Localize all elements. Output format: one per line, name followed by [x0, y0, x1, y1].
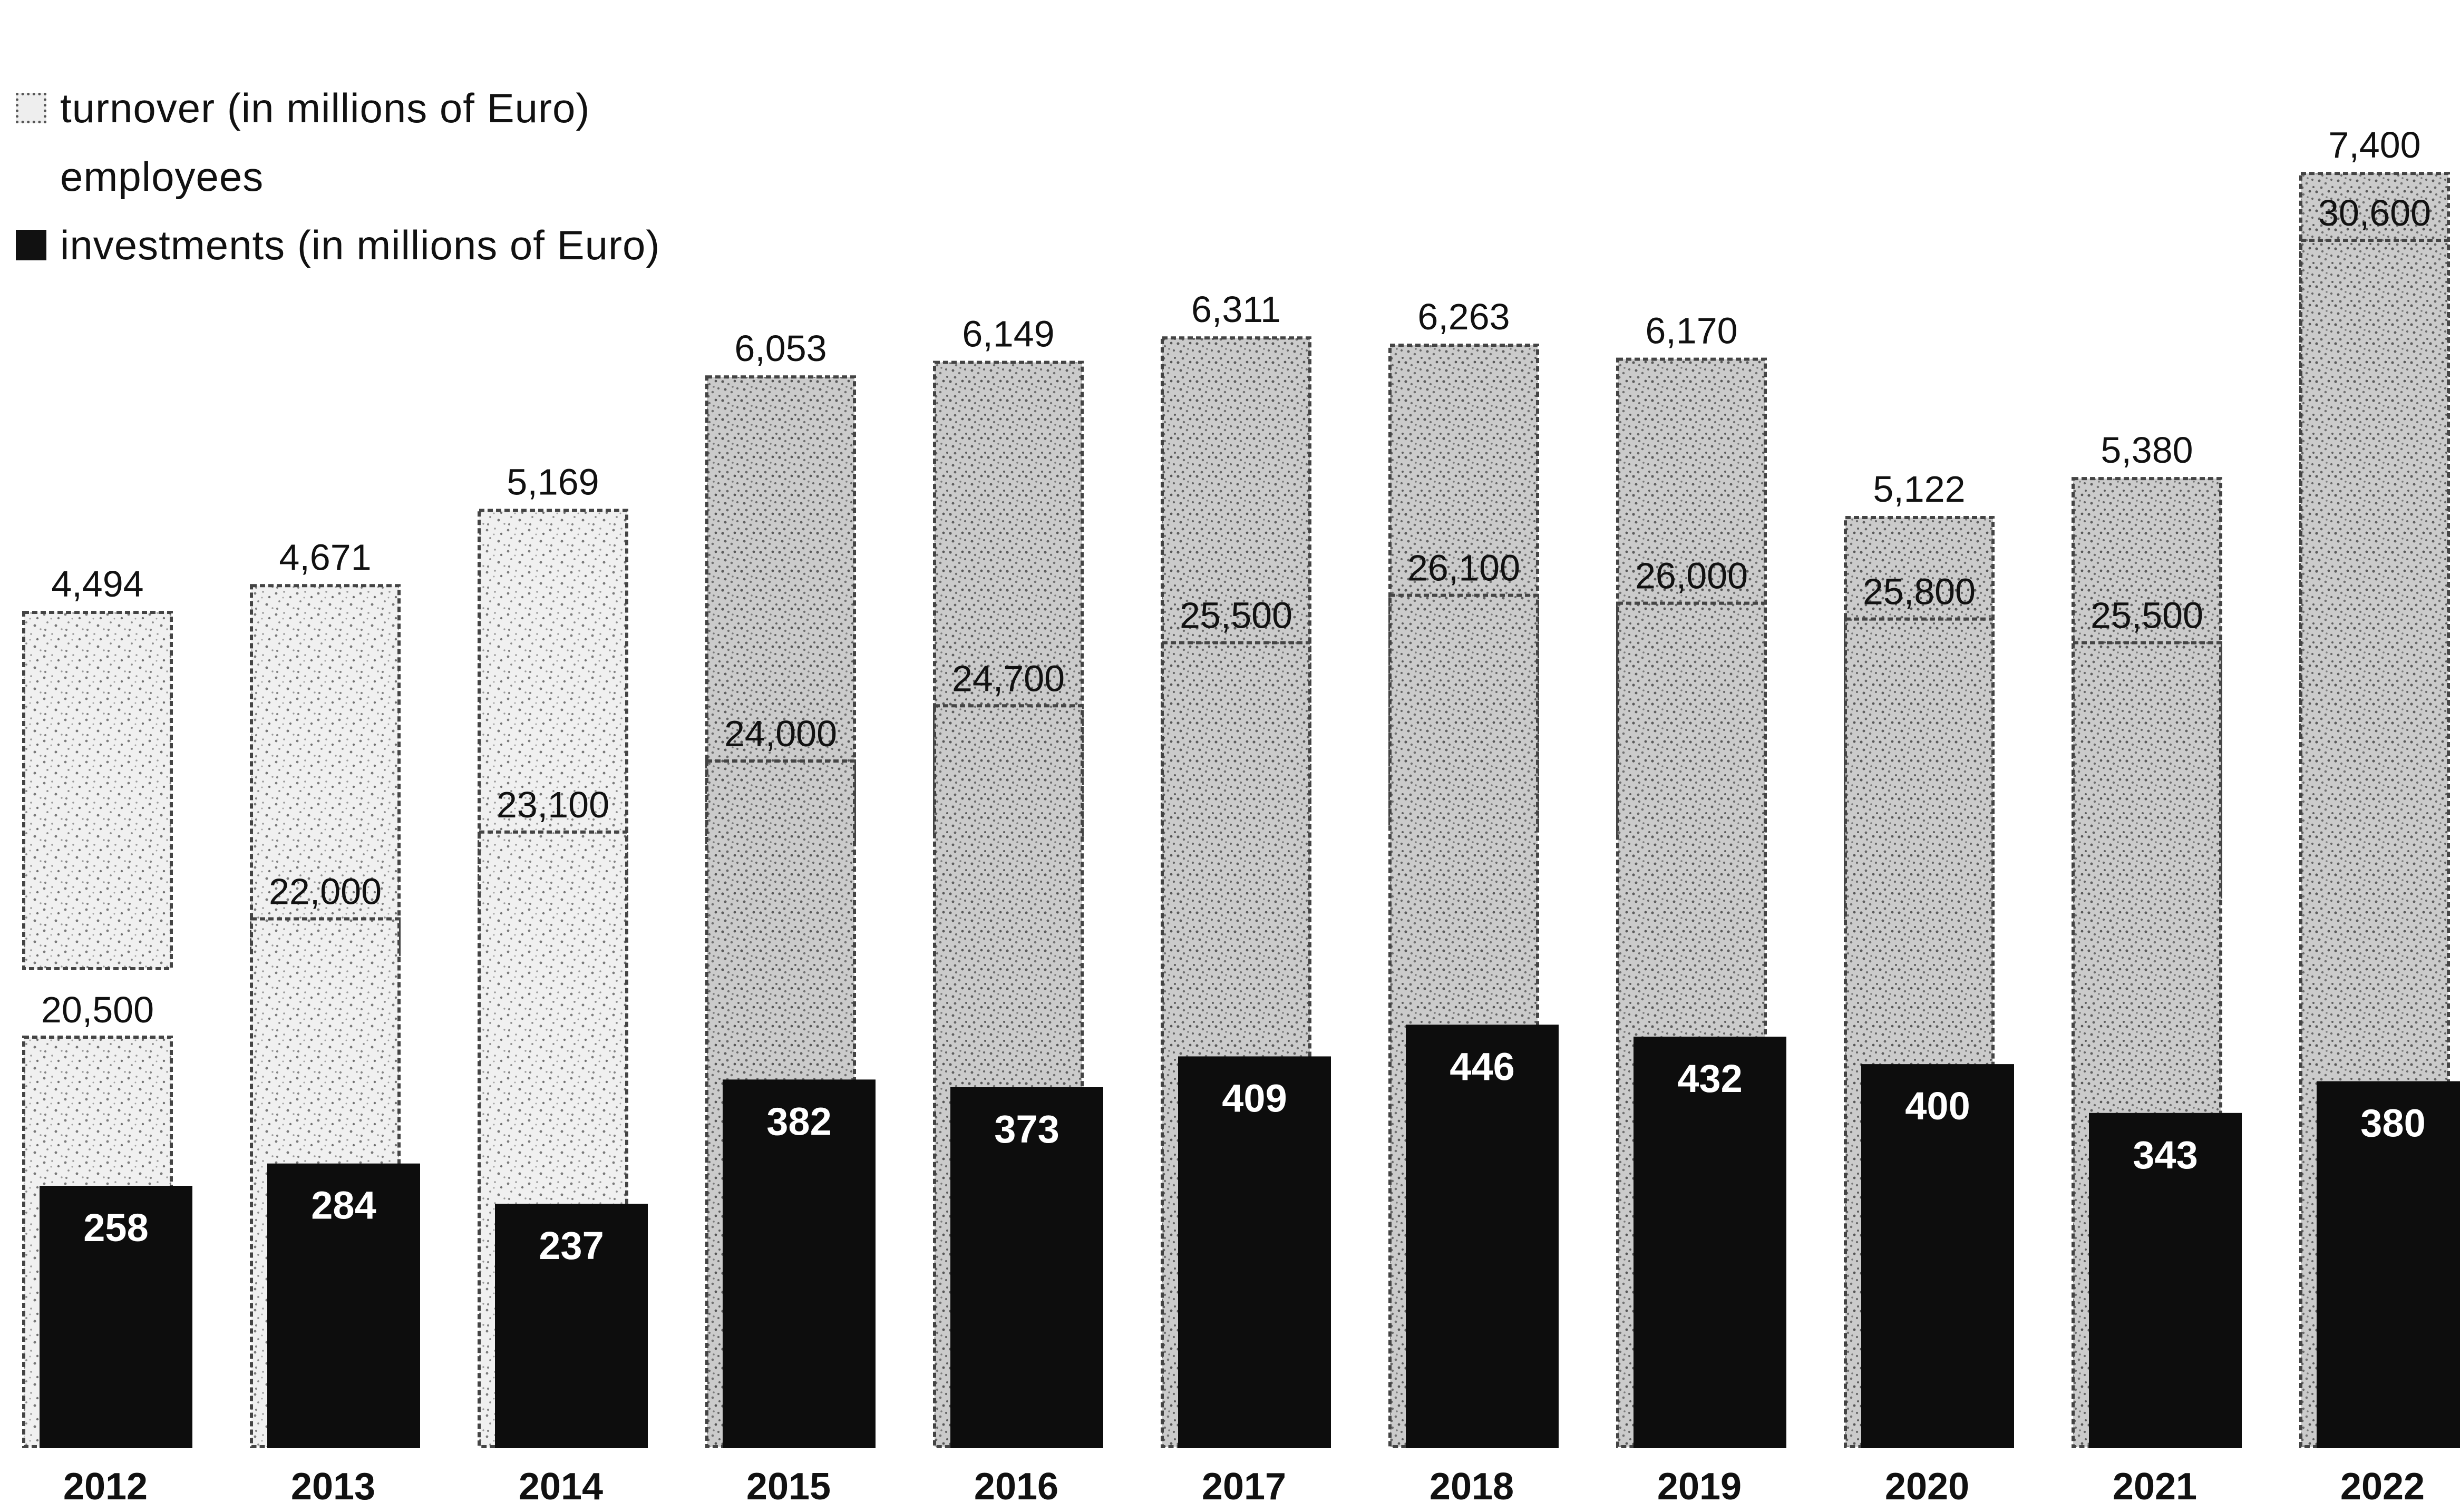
employees-value-label-2022: 30,600 [2318, 192, 2431, 233]
investments-bar-2021 [2089, 1113, 2242, 1448]
investments-bar-2020 [1861, 1064, 2014, 1448]
employees-value-label-2013: 22,000 [269, 871, 382, 912]
x-tick-label-2018: 2018 [1430, 1466, 1514, 1508]
turnover-value-label-2020: 5,122 [1873, 469, 1965, 510]
turnover-value-label-2015: 6,053 [734, 328, 827, 369]
x-tick-label-2022: 2022 [2340, 1466, 2425, 1508]
turnover-value-label-2017: 6,311 [1191, 289, 1281, 330]
bars-layer [22, 172, 2460, 1448]
investments-value-label-2021: 343 [2133, 1133, 2198, 1177]
employees-value-label-2018: 26,100 [1407, 548, 1520, 589]
x-tick-label-2015: 2015 [746, 1466, 831, 1508]
investments-value-label-2014: 237 [539, 1224, 604, 1267]
employees-value-label-2017: 25,500 [1180, 595, 1292, 636]
legend-label-investments: investments (in millions of Euro) [60, 221, 660, 268]
investments-value-label-2013: 284 [311, 1184, 376, 1227]
labels-layer: 4,494 20,500 258 2012 4,671 22,000 284 2013 5,16… [41, 124, 2431, 1508]
investments-value-label-2018: 446 [1450, 1045, 1514, 1088]
investments-bar-2012 [40, 1186, 192, 1448]
legend: turnover (in millions of Euro) employees… [16, 74, 660, 279]
employees-value-label-2019: 26,000 [1635, 555, 1748, 597]
turnover-value-label-2016: 6,149 [962, 314, 1054, 355]
x-tick-label-2017: 2017 [1202, 1466, 1286, 1508]
legend-label-employees: employees [60, 153, 264, 200]
investments-bar-2022 [2317, 1081, 2460, 1448]
employees-value-label-2020: 25,800 [1863, 571, 1976, 612]
employees-value-label-2014: 23,100 [497, 784, 609, 825]
turnover-value-label-2012: 4,494 [51, 563, 143, 604]
investments-bar-2016 [950, 1087, 1103, 1448]
turnover-value-label-2021: 5,380 [2101, 430, 2193, 471]
investments-bar-2018 [1406, 1025, 1559, 1448]
investments-value-label-2017: 409 [1222, 1076, 1287, 1120]
employees-value-label-2015: 24,000 [724, 713, 837, 754]
legend-item-employees: employees [16, 142, 660, 211]
x-tick-label-2021: 2021 [2113, 1466, 2197, 1508]
turnover-value-label-2022: 7,400 [2328, 124, 2420, 165]
turnover-value-label-2014: 5,169 [507, 462, 599, 503]
investments-value-label-2022: 380 [2360, 1101, 2425, 1145]
turnover-value-label-2019: 6,170 [1645, 310, 1737, 352]
x-tick-label-2019: 2019 [1657, 1466, 1742, 1508]
employees-value-label-2016: 24,700 [952, 658, 1065, 699]
investments-bar-2019 [1633, 1037, 1786, 1448]
x-tick-label-2012: 2012 [63, 1466, 148, 1508]
legend-swatch-investments [16, 230, 46, 260]
legend-label-turnover: turnover (in millions of Euro) [60, 84, 590, 131]
investments-bar-2017 [1178, 1056, 1331, 1448]
investments-bar-2013 [267, 1163, 420, 1448]
investments-value-label-2015: 382 [766, 1099, 831, 1143]
x-tick-label-2014: 2014 [519, 1466, 603, 1508]
investments-value-label-2020: 400 [1905, 1084, 1970, 1128]
investments-value-label-2019: 432 [1677, 1057, 1742, 1100]
legend-swatch-turnover [16, 93, 46, 123]
legend-item-investments: investments (in millions of Euro) [16, 211, 660, 279]
employees-value-label-2012: 20,500 [41, 989, 154, 1030]
turnover-value-label-2018: 6,263 [1417, 296, 1510, 337]
x-tick-label-2020: 2020 [1885, 1466, 1969, 1508]
investments-bar-2015 [723, 1079, 876, 1448]
turnover-value-label-2013: 4,671 [279, 536, 371, 578]
x-tick-label-2016: 2016 [974, 1466, 1058, 1508]
x-tick-label-2013: 2013 [291, 1466, 375, 1508]
investments-bar-2014 [495, 1204, 648, 1448]
investments-value-label-2016: 373 [994, 1107, 1059, 1151]
legend-item-turnover: turnover (in millions of Euro) [16, 74, 660, 142]
turnover-bar-2013 [250, 584, 401, 956]
employees-value-label-2021: 25,500 [2090, 595, 2203, 636]
turnover-bar-2012 [22, 611, 173, 970]
investments-value-label-2012: 258 [83, 1206, 148, 1250]
